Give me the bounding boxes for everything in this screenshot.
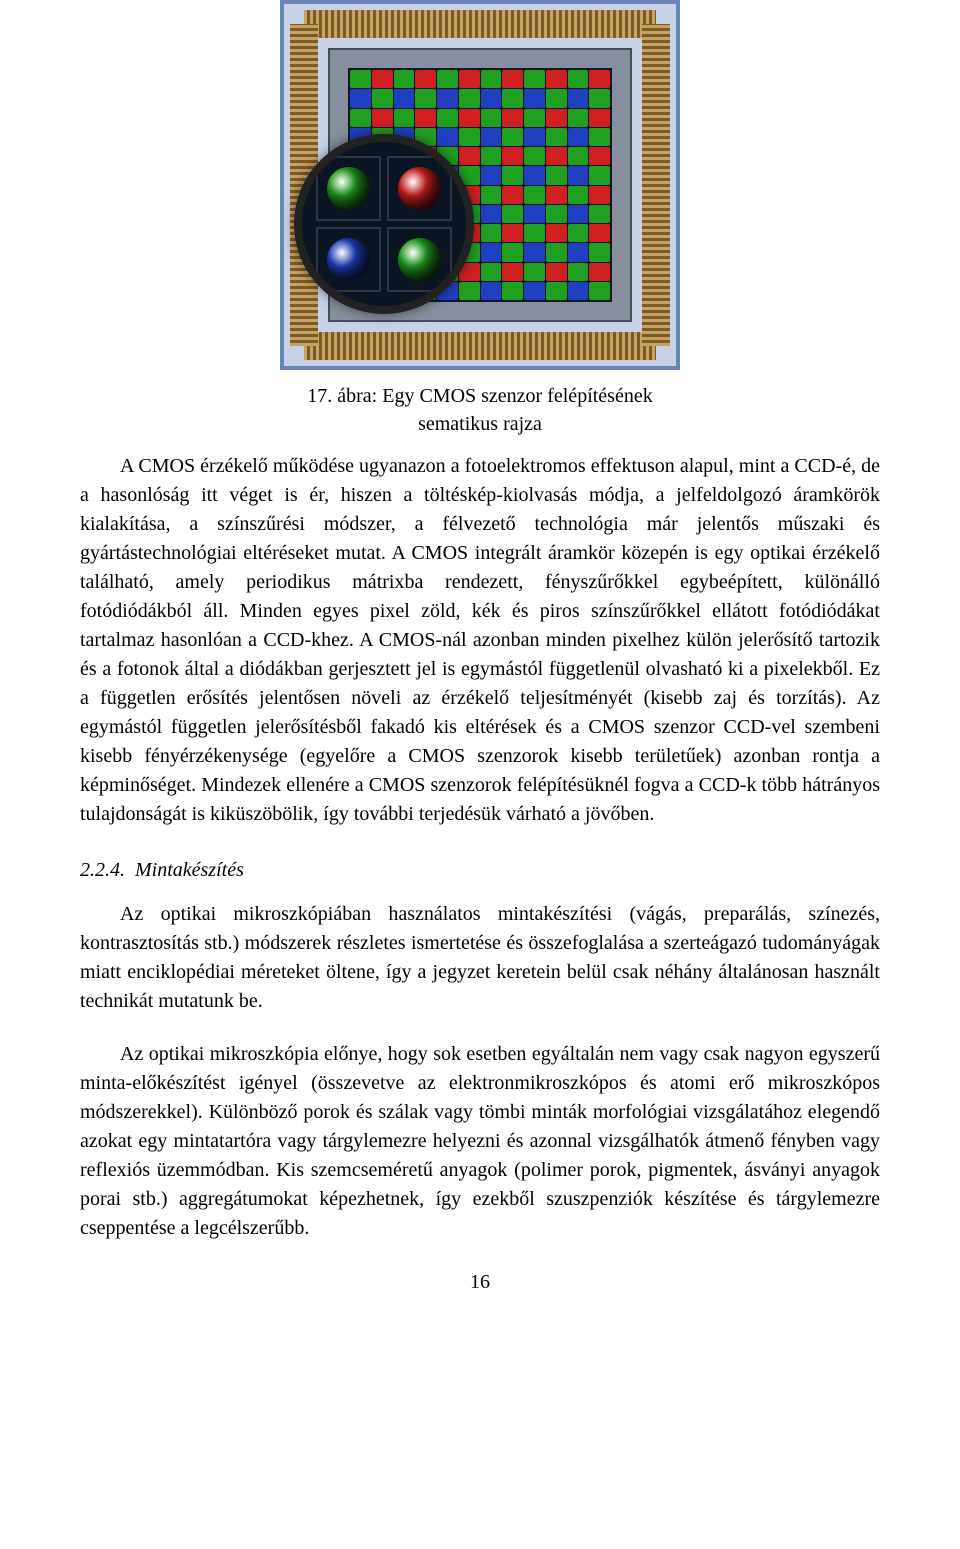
body-paragraph-2: Az optikai mikroszkópiában használatos m… xyxy=(80,900,880,1016)
magnified-pixel-red xyxy=(387,156,452,221)
page-number: 16 xyxy=(80,1271,880,1294)
document-page: 17. ábra: Egy CMOS szenzor felépítésének… xyxy=(0,0,960,1334)
body-paragraph-1: A CMOS érzékelő működése ugyanazon a fot… xyxy=(80,452,880,829)
magnified-pixel-green xyxy=(387,227,452,292)
figure-container xyxy=(80,0,880,370)
bond-wires-right xyxy=(642,24,670,346)
caption-line-1: 17. ábra: Egy CMOS szenzor felépítésének xyxy=(307,385,652,407)
magnified-pixel-blue xyxy=(316,227,381,292)
section-heading: 2.2.4. Mintakészítés xyxy=(80,859,880,882)
section-number: 2.2.4. xyxy=(80,859,125,881)
magnifier-lens xyxy=(294,134,474,314)
magnified-pixel-green xyxy=(316,156,381,221)
section-title-text: Mintakészítés xyxy=(135,859,244,881)
cmos-sensor-figure xyxy=(280,0,680,370)
bond-wires-top xyxy=(304,10,656,38)
figure-caption: 17. ábra: Egy CMOS szenzor felépítésének… xyxy=(80,382,880,438)
body-paragraph-3: Az optikai mikroszkópia előnye, hogy sok… xyxy=(80,1040,880,1243)
bond-wires-bottom xyxy=(304,332,656,360)
caption-line-2: sematikus rajza xyxy=(418,413,542,435)
